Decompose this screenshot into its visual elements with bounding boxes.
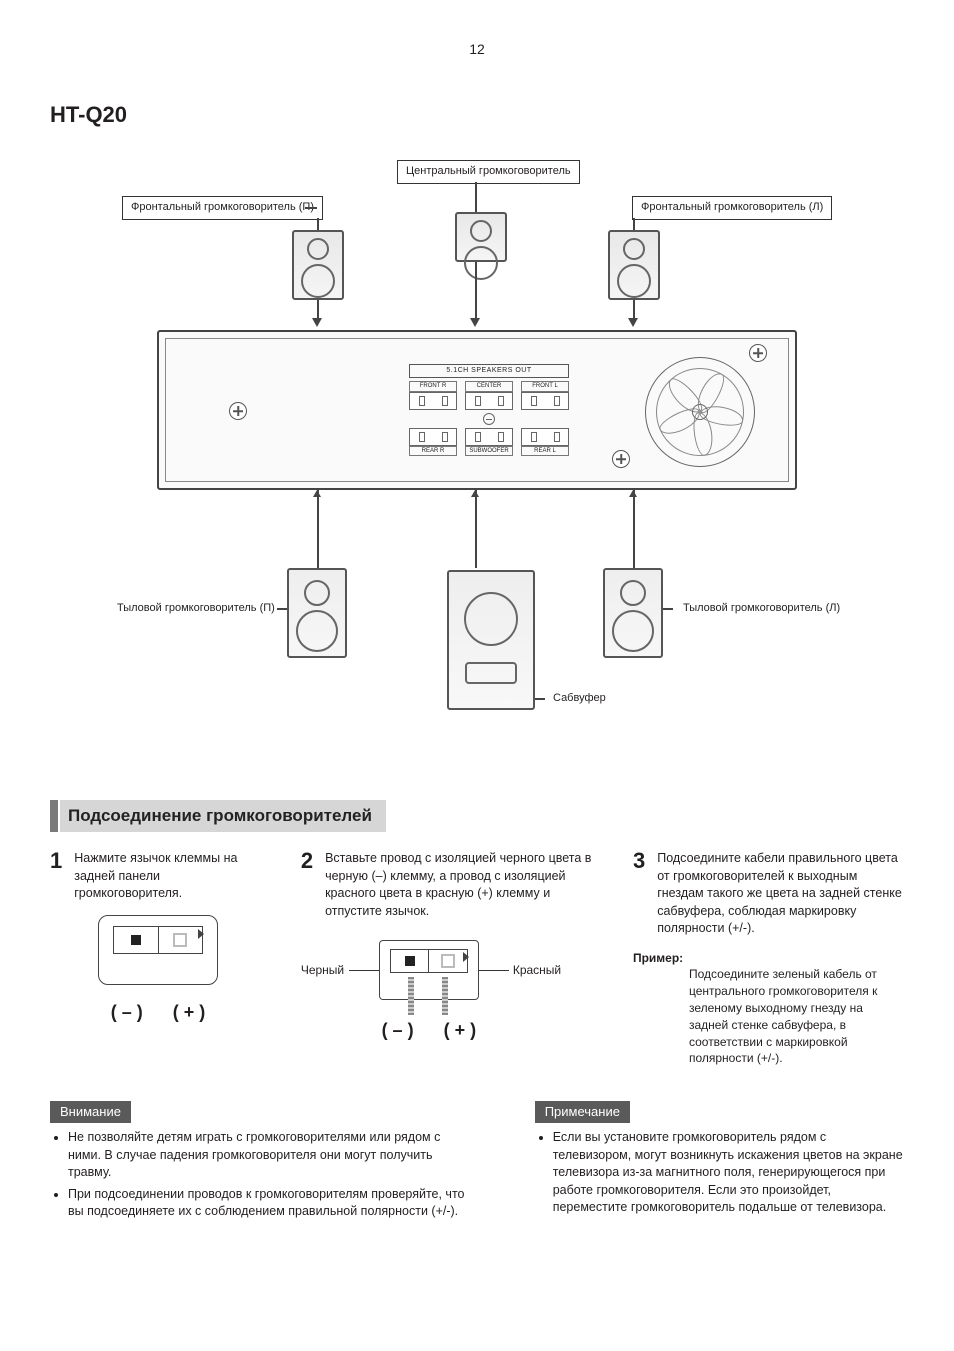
remark-item-1: Если вы установите громкоговоритель рядо… [553, 1129, 904, 1217]
amplifier-rear-panel: 5.1CH SPEAKERS OUT FRONT R CENTER FRONT … [157, 330, 797, 490]
terminal-title: 5.1CH SPEAKERS OUT [409, 364, 569, 378]
step-3: 3 Подсоедините кабели правильного цвета … [633, 850, 904, 1067]
attention-block: Внимание Не позволяйте детям играть с гр… [50, 1101, 475, 1225]
step-2: 2 Вставьте провод с изоляцией черного цв… [301, 850, 599, 1067]
terminal-illustration-2: Черный Красный ( – ) ( + ) [301, 932, 561, 1042]
step-1-num: 1 [50, 850, 62, 872]
steps-row: 1 Нажмите язычок клеммы на задней панели… [50, 850, 904, 1067]
notes-row: Внимание Не позволяйте детям играть с гр… [50, 1101, 904, 1225]
attention-item-1: Не позволяйте детям играть с громкоговор… [68, 1129, 475, 1182]
section-heading: Подсоединение громкоговорителей [50, 800, 904, 832]
step-3-text: Подсоедините кабели правильного цвета от… [657, 850, 904, 938]
t-subw: SUBWOOFER [465, 446, 513, 456]
label-center-speaker: Центральный громкоговоритель [397, 160, 580, 183]
terminal-block: 5.1CH SPEAKERS OUT FRONT R CENTER FRONT … [409, 364, 569, 456]
step-2-num: 2 [301, 850, 313, 872]
polarity-minus: ( – ) [111, 1000, 143, 1025]
label-black: Черный [301, 962, 344, 979]
rear-r-speaker-icon [287, 568, 347, 658]
t-rear-r: REAR R [409, 446, 457, 456]
polarity-minus-2: ( – ) [382, 1018, 414, 1042]
section-title: Подсоединение громкоговорителей [60, 800, 386, 832]
attention-item-2: При подсоединении проводов к громкоговор… [68, 1186, 475, 1221]
t-front-l: FRONT L [521, 381, 569, 391]
t-center: CENTER [465, 381, 513, 391]
label-front-r: Фронтальный громкоговоритель (П) [122, 196, 323, 219]
t-front-r: FRONT R [409, 381, 457, 391]
model-title: HT-Q20 [50, 100, 904, 131]
remark-tag: Примечание [535, 1101, 630, 1123]
subwoofer-icon [447, 570, 535, 710]
terminal-illustration-1: ( – ) ( + ) [78, 915, 238, 1025]
step-3-num: 3 [633, 850, 645, 872]
label-subwoofer: Сабвуфер [545, 688, 614, 709]
example-label: Пример: [633, 951, 683, 965]
step-1-text: Нажмите язычок клеммы на задней панели г… [74, 850, 267, 903]
step-2-text: Вставьте провод с изоляцией черного цвет… [325, 850, 599, 920]
label-rear-r: Тыловой громкоговоритель (П) [109, 598, 283, 619]
connection-diagram: Центральный громкоговоритель Фронтальный… [67, 160, 887, 760]
example-text: Подсоедините зеленый кабель от центральн… [689, 966, 904, 1067]
label-front-l: Фронтальный громкоговоритель (Л) [632, 196, 832, 219]
rear-l-speaker-icon [603, 568, 663, 658]
polarity-plus-2: ( + ) [444, 1018, 477, 1042]
t-rear-l: REAR L [521, 446, 569, 456]
page-number: 12 [50, 40, 904, 60]
polarity-plus: ( + ) [173, 1000, 206, 1025]
remark-block: Примечание Если вы установите громкогово… [535, 1101, 904, 1225]
attention-tag: Внимание [50, 1101, 131, 1123]
label-rear-l: Тыловой громкоговоритель (Л) [675, 598, 848, 619]
label-red: Красный [513, 962, 561, 979]
step-3-example: Пример: Подсоедините зеленый кабель от ц… [633, 950, 904, 1068]
step-1: 1 Нажмите язычок клеммы на задней панели… [50, 850, 267, 1067]
